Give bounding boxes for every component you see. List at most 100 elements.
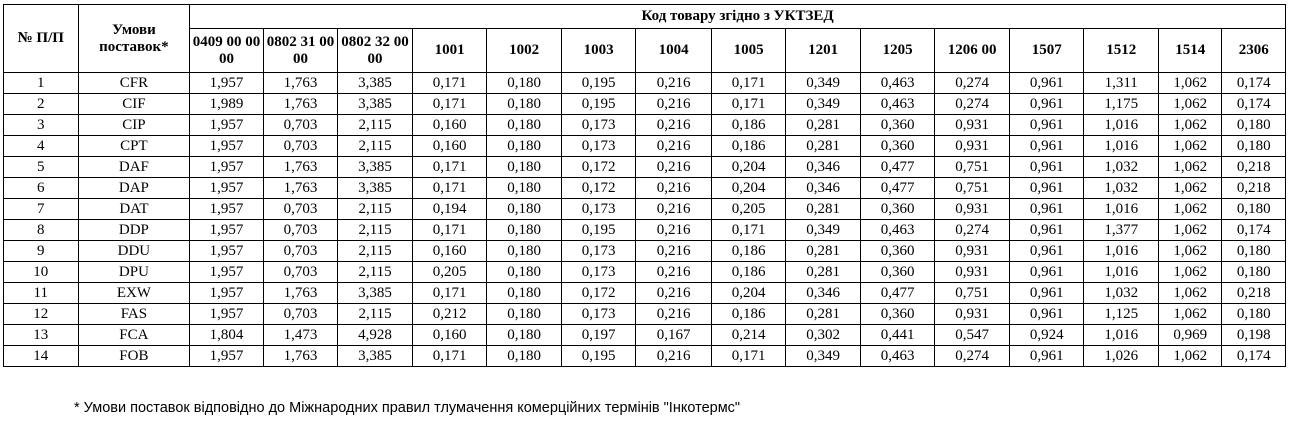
value-cell: 0,195: [560, 345, 637, 367]
value-cell: 0,174: [1221, 219, 1286, 241]
header-code: 1514: [1157, 28, 1223, 73]
value-cell: 0,180: [486, 198, 562, 220]
value-cell: 0,197: [560, 324, 637, 346]
value-cell: 2,115: [337, 114, 413, 136]
value-cell: 0,216: [635, 282, 712, 304]
value-cell: 1,957: [189, 135, 264, 157]
value-cell: 0,346: [785, 177, 861, 199]
value-cell: 0,212: [411, 303, 488, 325]
value-cell: 2,115: [337, 240, 413, 262]
value-cell: 0,463: [859, 219, 936, 241]
header-row-number: № П/П: [3, 4, 79, 73]
row-number-cell: 12: [3, 303, 79, 325]
value-cell: 1,062: [1157, 282, 1223, 304]
value-cell: 0,180: [1221, 240, 1286, 262]
value-cell: 3,385: [337, 156, 413, 178]
value-cell: 0,360: [859, 135, 936, 157]
value-cell: 0,441: [859, 324, 936, 346]
value-cell: 0,751: [934, 282, 1010, 304]
value-cell: 1,763: [262, 282, 339, 304]
value-cell: 0,171: [411, 72, 488, 94]
value-cell: 3,385: [337, 282, 413, 304]
header-row-codes: 0409 00 00 00 0802 31 00 00 0802 32 00 00 1…: [4, 28, 1286, 73]
table-row: 13 FCA 1,804 1,473 4,928 0,160 0,180 0,197 0,167…: [3, 324, 1286, 346]
delivery-term-cell: DAF: [77, 156, 191, 178]
value-cell: 0,961: [1008, 177, 1085, 199]
value-cell: 0,931: [934, 135, 1010, 157]
value-cell: 2,115: [337, 303, 413, 325]
value-cell: 0,180: [1221, 114, 1286, 136]
value-cell: 0,281: [785, 135, 861, 157]
value-cell: 0,216: [635, 72, 712, 94]
value-cell: 2,115: [337, 135, 413, 157]
value-cell: 0,167: [635, 324, 712, 346]
value-cell: 0,205: [411, 261, 488, 283]
value-cell: 0,751: [934, 177, 1010, 199]
value-cell: 0,216: [635, 93, 712, 115]
row-number-cell: 4: [3, 135, 79, 157]
table-row: 5 DAF 1,957 1,763 3,385 0,171 0,180 0,172 0,216 0…: [3, 156, 1286, 178]
value-cell: 0,281: [785, 240, 861, 262]
header-code: 0409 00 00 00: [189, 28, 264, 73]
value-cell: 0,160: [411, 114, 488, 136]
value-cell: 1,125: [1083, 303, 1159, 325]
table-row: 12 FAS 1,957 0,703 2,115 0,212 0,180 0,173 0,216…: [3, 303, 1286, 325]
value-cell: 0,180: [486, 93, 562, 115]
value-cell: 0,218: [1221, 156, 1286, 178]
value-cell: 2,115: [337, 198, 413, 220]
header-delivery-terms: Умови поставок*: [77, 4, 191, 73]
value-cell: 1,026: [1083, 345, 1159, 367]
value-cell: 0,195: [560, 72, 637, 94]
value-cell: 0,349: [785, 72, 861, 94]
value-cell: 0,463: [859, 345, 936, 367]
value-cell: 0,360: [859, 261, 936, 283]
value-cell: 0,216: [635, 135, 712, 157]
table-row: 14 FOB 1,957 1,763 3,385 0,171 0,180 0,195 0,216…: [3, 345, 1286, 367]
value-cell: 0,216: [635, 156, 712, 178]
value-cell: 1,032: [1083, 282, 1159, 304]
delivery-term-cell: DDP: [77, 219, 191, 241]
value-cell: 1,062: [1157, 198, 1223, 220]
delivery-term-cell: DDU: [77, 240, 191, 262]
value-cell: 1,062: [1157, 177, 1223, 199]
header-code: 1001: [411, 28, 488, 73]
value-cell: 0,171: [710, 219, 787, 241]
value-cell: 0,751: [934, 156, 1010, 178]
value-cell: 0,931: [934, 303, 1010, 325]
value-cell: 3,385: [337, 93, 413, 115]
value-cell: 0,216: [635, 261, 712, 283]
value-cell: 1,957: [189, 345, 264, 367]
value-cell: 0,171: [710, 345, 787, 367]
value-cell: 0,195: [560, 219, 637, 241]
row-number-cell: 2: [3, 93, 79, 115]
value-cell: 4,928: [337, 324, 413, 346]
value-cell: 1,763: [262, 156, 339, 178]
value-cell: 1,016: [1083, 114, 1159, 136]
value-cell: 0,180: [486, 177, 562, 199]
value-cell: 0,180: [486, 219, 562, 241]
value-cell: 0,173: [560, 261, 637, 283]
value-cell: 0,961: [1008, 72, 1085, 94]
value-cell: 0,160: [411, 240, 488, 262]
value-cell: 0,703: [262, 240, 339, 262]
document-page: № П/П Умови поставок* Код товару згідно …: [3, 4, 1286, 367]
value-cell: 0,302: [785, 324, 861, 346]
value-cell: 0,281: [785, 198, 861, 220]
value-cell: 0,477: [859, 177, 936, 199]
value-cell: 0,703: [262, 114, 339, 136]
delivery-term-cell: DAT: [77, 198, 191, 220]
value-cell: 0,961: [1008, 198, 1085, 220]
value-cell: 0,174: [1221, 72, 1286, 94]
value-cell: 0,180: [1221, 198, 1286, 220]
row-number-cell: 14: [3, 345, 79, 367]
value-cell: 0,274: [934, 345, 1010, 367]
value-cell: 0,216: [635, 345, 712, 367]
delivery-term-cell: DAP: [77, 177, 191, 199]
value-cell: 1,957: [189, 156, 264, 178]
value-cell: 1,062: [1157, 345, 1223, 367]
value-cell: 0,171: [710, 72, 787, 94]
value-cell: 0,204: [710, 282, 787, 304]
delivery-term-cell: CIP: [77, 114, 191, 136]
value-cell: 2,115: [337, 219, 413, 241]
value-cell: 1,032: [1083, 156, 1159, 178]
